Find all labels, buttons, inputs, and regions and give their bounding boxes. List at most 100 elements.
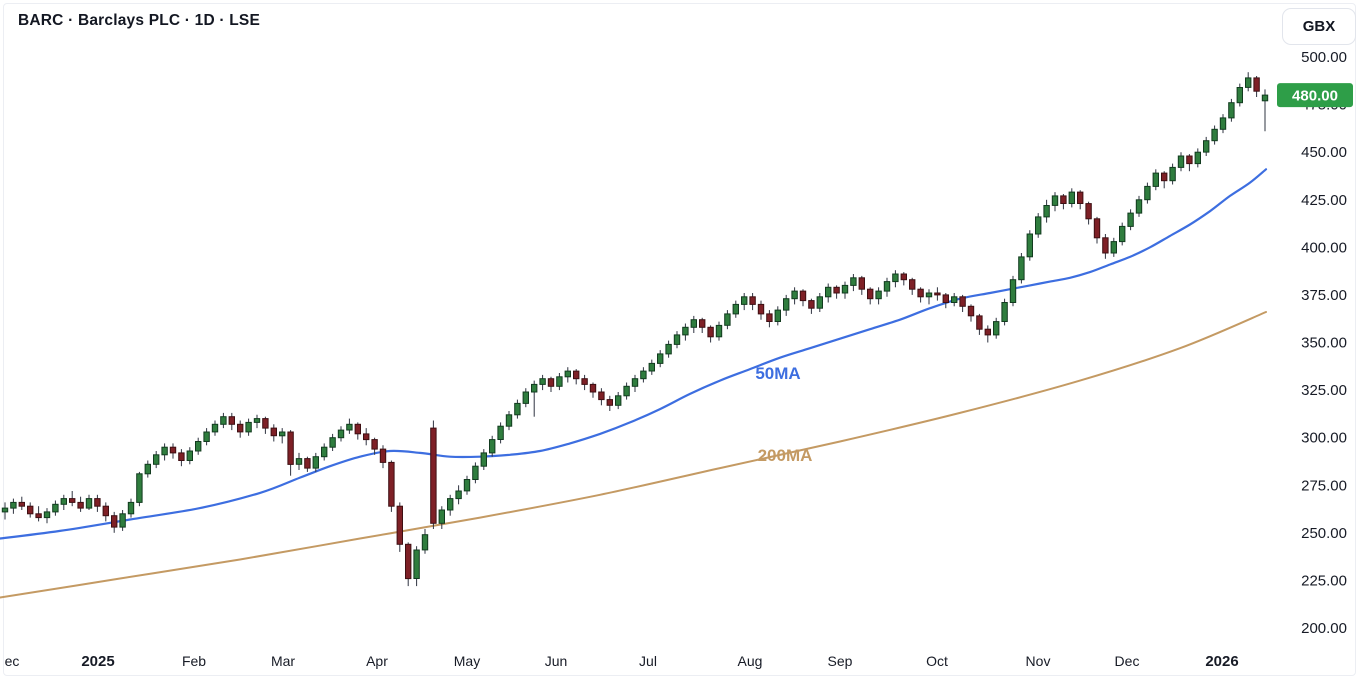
candle	[363, 433, 370, 441]
candle	[371, 439, 378, 450]
candle	[816, 296, 823, 309]
candle	[1203, 140, 1210, 153]
candle	[405, 543, 412, 580]
symbol-legend[interactable]: BARC · Barclays PLC · 1D · LSE	[18, 12, 260, 29]
time-axis-label: May	[454, 653, 480, 669]
candle	[287, 431, 294, 465]
candle	[413, 549, 420, 579]
candle	[102, 505, 109, 517]
time-axis[interactable]: ec 2025 Feb Mar Apr May Jun Jul Aug Sep Oct Nov Dec 2…	[5, 653, 1239, 670]
candle	[657, 353, 664, 364]
last-price-badge: 480.00	[1277, 83, 1353, 108]
candles-series	[1, 72, 1269, 587]
price-axis-label: 450.00	[1301, 144, 1347, 161]
candle	[522, 391, 529, 404]
candle	[169, 446, 177, 454]
price-axis-label: 200.00	[1301, 620, 1347, 637]
candle	[94, 498, 101, 507]
candle	[119, 513, 126, 528]
candle	[757, 303, 765, 315]
candle	[673, 334, 681, 345]
candle	[1026, 233, 1033, 258]
candle	[447, 498, 454, 511]
candle	[1009, 279, 1017, 304]
candle	[270, 427, 278, 437]
candle	[598, 391, 605, 401]
candle	[153, 454, 160, 465]
candle	[1001, 302, 1008, 322]
candle	[833, 286, 840, 294]
candle	[480, 452, 488, 467]
candle	[69, 498, 76, 503]
candle	[917, 288, 924, 298]
candle	[699, 319, 706, 328]
price-axis[interactable]: 500.00475.00450.00425.00400.00375.00350.…	[1301, 49, 1347, 637]
time-axis-label: Feb	[182, 653, 206, 669]
candle	[279, 431, 286, 437]
price-axis-label: 350.00	[1301, 335, 1347, 352]
candle	[514, 402, 521, 416]
candle	[808, 300, 815, 309]
candle	[329, 437, 336, 448]
candle	[35, 513, 42, 519]
candle	[615, 395, 622, 406]
candle	[993, 321, 1000, 336]
price-axis-label: 250.00	[1301, 525, 1347, 542]
candle	[1253, 77, 1260, 92]
candle	[984, 328, 991, 336]
last-price-label: 480.00	[1292, 88, 1338, 105]
time-axis-label: Oct	[926, 653, 948, 669]
candle	[295, 458, 303, 465]
candle	[841, 284, 849, 294]
candle	[1043, 205, 1050, 218]
candle	[245, 421, 252, 433]
candle	[850, 277, 857, 286]
candle	[682, 326, 689, 336]
candle	[27, 505, 34, 515]
candle	[237, 423, 244, 433]
candle	[186, 450, 194, 461]
candle	[136, 473, 143, 503]
candle	[505, 414, 513, 427]
candle	[564, 370, 571, 378]
candle	[144, 463, 152, 475]
candle	[766, 313, 773, 322]
candle	[825, 286, 832, 298]
candle	[1018, 256, 1025, 281]
candle	[867, 288, 874, 300]
candle	[43, 511, 51, 519]
currency-toggle-button[interactable]: GBX	[1282, 8, 1356, 45]
candle	[1110, 241, 1117, 254]
candle	[489, 439, 496, 454]
candle	[799, 290, 807, 302]
candle	[321, 446, 328, 458]
time-axis-label: Apr	[366, 653, 388, 669]
ma200-line	[0, 311, 1267, 599]
candle	[1077, 191, 1084, 205]
candle	[732, 303, 739, 315]
price-axis-label: 500.00	[1301, 49, 1347, 66]
candle	[749, 296, 756, 305]
candle	[1161, 172, 1168, 182]
candle	[690, 319, 697, 328]
candle	[959, 296, 966, 307]
candle	[178, 452, 185, 461]
candle	[539, 378, 546, 385]
candle	[648, 362, 655, 372]
candle	[1068, 191, 1075, 205]
candle	[883, 281, 891, 292]
candle	[161, 446, 168, 456]
price-axis-label: 375.00	[1301, 287, 1347, 304]
candle	[1177, 155, 1185, 168]
candle	[640, 370, 647, 380]
candle	[724, 313, 731, 326]
candle	[934, 292, 941, 296]
candle	[463, 479, 471, 492]
candle	[388, 461, 395, 507]
candle	[951, 296, 958, 303]
candle	[1236, 87, 1243, 104]
candle	[774, 309, 781, 323]
candle	[1211, 128, 1218, 142]
candle	[1102, 237, 1109, 254]
